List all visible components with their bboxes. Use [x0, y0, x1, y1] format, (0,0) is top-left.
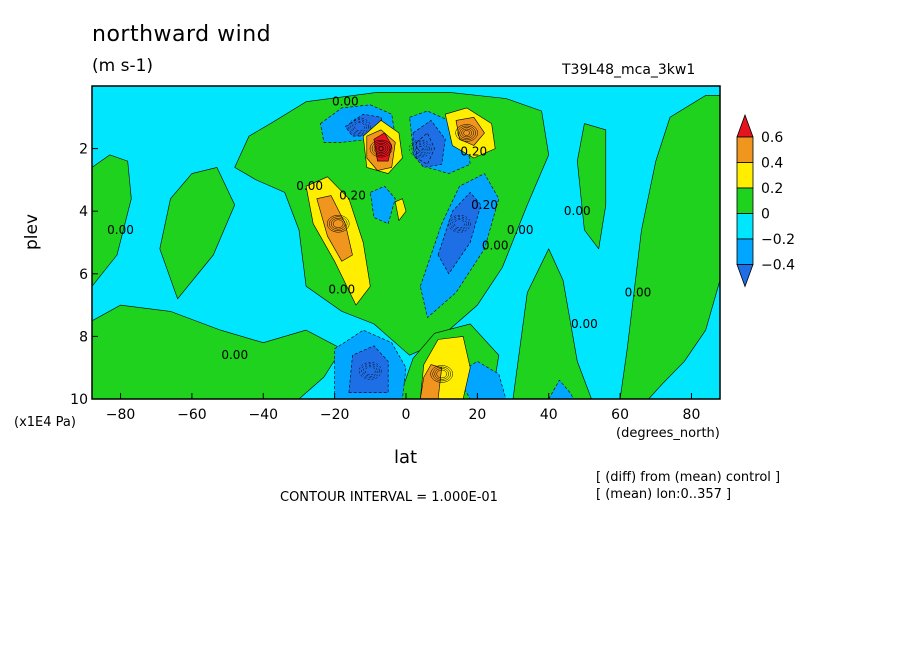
- contour-label: 0.00: [332, 95, 359, 109]
- diff-note: [ (diff) from (mean) control ]: [596, 470, 780, 485]
- y-tick-label: 6: [79, 267, 88, 283]
- run-name: T39L48_mca_3kw1: [562, 62, 695, 78]
- contour-label: 0.00: [107, 223, 134, 237]
- contour-field: [92, 86, 720, 399]
- contour-label: 0.00: [296, 179, 323, 193]
- contour-label: 0.20: [339, 189, 366, 203]
- y-tick-label: 2: [79, 142, 88, 158]
- y-tick-label: 10: [70, 392, 88, 408]
- x-tick-label: 60: [611, 407, 629, 423]
- y-tick-label: 4: [79, 204, 88, 220]
- x-tick-label: 20: [468, 407, 486, 423]
- contour-label: 0.00: [328, 282, 355, 296]
- colorbar-label: −0.4: [761, 258, 795, 274]
- y-tick-label: 8: [79, 329, 88, 345]
- colorbar-segment: [737, 265, 753, 287]
- chart-title: northward wind: [92, 22, 271, 47]
- y-axis-label: plev: [22, 214, 42, 250]
- contour-label: 0.20: [471, 198, 498, 212]
- x-axis-units: (degrees_north): [616, 426, 720, 441]
- chart-units: (m s-1): [92, 56, 153, 76]
- contour-label: 0.00: [571, 317, 598, 331]
- colorbar: −0.4 −0.2 0 0.2 0.4 0.6: [737, 115, 795, 287]
- contour-interval: CONTOUR INTERVAL = 1.000E-01: [280, 490, 498, 505]
- colorbar-segment: [737, 137, 753, 163]
- x-tick-label: 80: [683, 407, 701, 423]
- colorbar-label: 0: [761, 207, 770, 223]
- colorbar-segment: [737, 214, 753, 240]
- x-tick-label: −40: [248, 407, 278, 423]
- colorbar-segment: [737, 163, 753, 189]
- colorbar-label: 0.6: [761, 130, 783, 146]
- colorbar-label: −0.2: [761, 232, 795, 248]
- contour-label: 0.20: [460, 145, 487, 159]
- x-tick-label: −20: [320, 407, 350, 423]
- y-axis-units: (x1E4 Pa): [14, 415, 76, 430]
- contour-label: 0.00: [221, 348, 248, 362]
- contour-label: 0.00: [625, 286, 652, 300]
- contour-label: 0.00: [482, 239, 509, 253]
- x-tick-label: 0: [402, 407, 411, 423]
- mean-note: [ (mean) lon:0..357 ]: [596, 487, 731, 502]
- x-axis-label: lat: [394, 447, 417, 468]
- contour-label: 0.00: [507, 223, 534, 237]
- colorbar-label: 0.4: [761, 156, 783, 172]
- x-tick-label: −80: [106, 407, 136, 423]
- colorbar-segment: [737, 115, 753, 137]
- x-tick-label: 40: [540, 407, 558, 423]
- x-tick-label: −60: [177, 407, 207, 423]
- colorbar-label: 0.2: [761, 181, 783, 197]
- contour-label: 0.00: [564, 204, 591, 218]
- colorbar-segment: [737, 188, 753, 214]
- colorbar-segment: [737, 239, 753, 265]
